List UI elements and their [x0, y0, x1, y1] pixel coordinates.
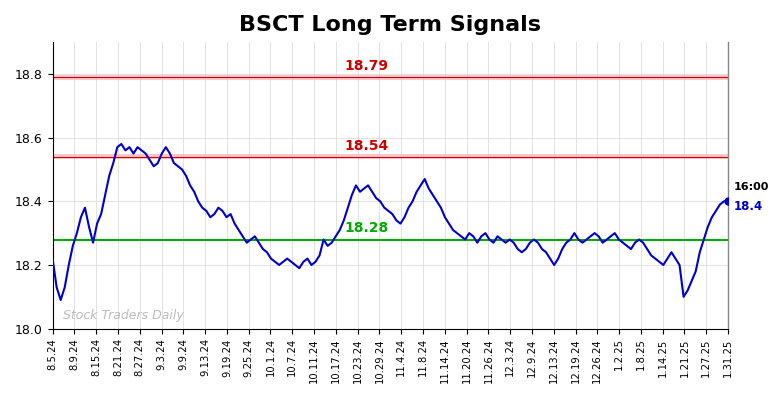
Text: 18.79: 18.79 — [344, 59, 388, 73]
Text: 18.54: 18.54 — [344, 139, 389, 152]
Title: BSCT Long Term Signals: BSCT Long Term Signals — [239, 15, 541, 35]
Text: 16:00: 16:00 — [734, 182, 769, 192]
Text: 18.4: 18.4 — [734, 200, 763, 213]
Text: Stock Traders Daily: Stock Traders Daily — [64, 309, 184, 322]
Text: 18.28: 18.28 — [344, 221, 389, 235]
